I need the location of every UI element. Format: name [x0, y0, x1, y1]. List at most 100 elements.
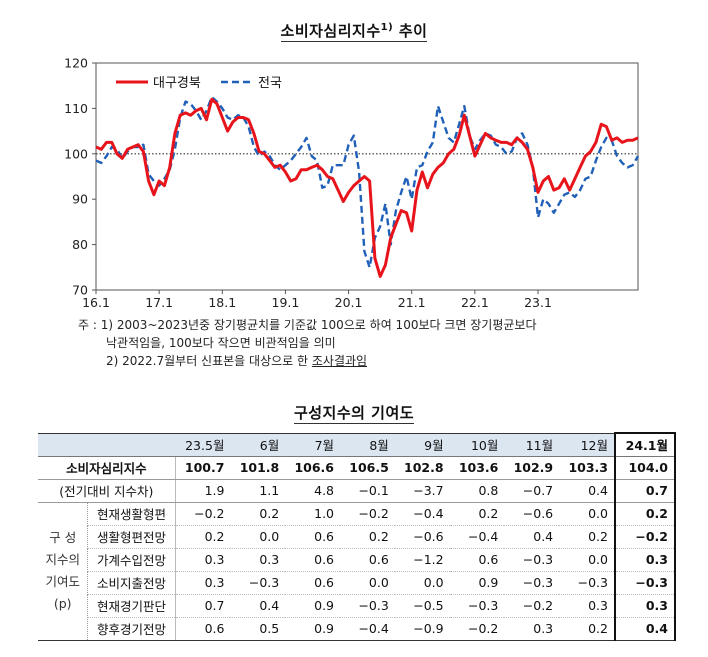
legend-label-daegu-gyeongbuk: 대구경북 [153, 76, 201, 91]
column-header: 6월 [230, 432, 286, 457]
table-cell: 0.6 [285, 571, 341, 595]
table-cell: 0.2 [340, 525, 395, 549]
y-tick-label: 70 [72, 283, 88, 298]
table-cell: 0.6 [285, 548, 341, 572]
contribution-table: 23.5월 6월 7월 8월 9월 10월 11월 12월 24.1월 소비자심리지수 100.7… [38, 432, 677, 641]
table-cell: 0.8 [449, 479, 505, 503]
table-cell: 0.0 [230, 525, 286, 549]
x-tick-label: 18.1 [208, 295, 236, 310]
y-tick-label: 90 [72, 192, 88, 207]
table-cell: 0.3 [504, 617, 560, 641]
table-cell: 0.2 [449, 502, 505, 526]
table-cell: 103.3 [559, 456, 615, 480]
table-cell: −0.5 [394, 594, 450, 618]
chart-title-suffix: 추이 [393, 22, 428, 40]
note-line-2: 낙관적임을, 100보다 작으면 비관적임을 의미 [106, 336, 336, 350]
table-cell: 0.9 [285, 594, 341, 618]
column-header: 8월 [340, 432, 395, 457]
table-row: 가계수입전망 0.3 0.3 0.6 0.6 −1.2 0.6 −0.3 0.0 0.3 [38, 548, 677, 572]
table-cell: 1.9 [175, 479, 231, 503]
column-header: 11월 [504, 432, 560, 457]
table-title-text: 구성지수의 기여도 [293, 404, 415, 424]
chart-notes: 주 : 1) 2003~2023년중 장기평균치를 기준값 100으로 하여 1… [78, 316, 537, 370]
line-chart: 70 80 90 100 110 120 16.1 17.1 18.1 19.1 20.1 21.1 2… [64, 56, 640, 310]
plot-frame [95, 62, 639, 291]
table-cell: 0.2 [613, 502, 677, 526]
table-row: 구 성 지수의 기여도 (p) 현재생활형편 −0.2 0.2 1.0 −0.2 −0.4 0.2−… [38, 502, 677, 641]
x-tick-label: 16.1 [82, 295, 110, 310]
x-tick-label: 23.1 [524, 295, 552, 310]
table-cell: 0.7 [613, 479, 677, 503]
x-tick-label: 21.1 [398, 295, 426, 310]
table-cell: 0.0 [394, 571, 450, 595]
table-cell: −0.2 [504, 594, 560, 618]
y-tick-label: 110 [64, 101, 88, 116]
column-header: 12월 [559, 432, 615, 457]
table-cell: 1.0 [285, 502, 341, 526]
group-label-line: 구 성 [49, 530, 77, 545]
table-cell: −0.6 [504, 502, 560, 526]
component-label: 생활형편전망 [87, 525, 176, 549]
component-label: 현재생활형편 [87, 502, 176, 526]
series-lines [95, 95, 640, 278]
y-tick-label: 100 [64, 146, 88, 161]
table-cell: −0.3 [230, 571, 286, 595]
table-cell: 0.6 [340, 548, 395, 572]
table-cell: 100.7 [175, 456, 231, 480]
row-label: 소비자심리지수 [38, 456, 176, 480]
table-cell: 102.8 [394, 456, 450, 480]
series-line-national [95, 95, 640, 269]
table-cell: 0.0 [559, 548, 615, 572]
table-cell: −0.9 [394, 617, 450, 641]
column-header: 24.1월 [613, 432, 677, 457]
table-row: 현재경기판단 0.7 0.4 0.9 −0.3 −0.5 −0.3 −0.2 0.3 0.3 [38, 594, 677, 618]
component-label: 향후경기전망 [87, 617, 176, 641]
table-cell: −0.3 [449, 594, 505, 618]
table-cell: 101.8 [230, 456, 286, 480]
y-tick-label: 120 [64, 56, 88, 71]
table-cell: 0.4 [613, 617, 677, 641]
table-cell: 102.9 [504, 456, 560, 480]
table-cell: −0.3 [340, 594, 395, 618]
table-cell: −0.6 [394, 525, 450, 549]
table-cell: 0.5 [230, 617, 286, 641]
series-line-daegu-gyeongbuk [95, 97, 639, 278]
group-label-line: (p) [53, 596, 72, 611]
note-line-3-underlined: 조사결과임 [311, 354, 368, 368]
table-title: 구성지수의 기여도 [0, 402, 708, 424]
table-cell: 0.2 [175, 525, 231, 549]
table-cell: −0.7 [504, 479, 560, 503]
table-cell: −0.3 [613, 571, 677, 595]
table-cell: 103.6 [449, 456, 505, 480]
table-cell: −0.4 [340, 617, 395, 641]
table-cell: 0.4 [230, 594, 286, 618]
column-header: 9월 [394, 432, 450, 457]
table-cell: 0.3 [559, 594, 615, 618]
table-cell: 0.4 [504, 525, 560, 549]
table-cell: −0.2 [449, 617, 505, 641]
component-label: 가계수입전망 [87, 548, 176, 572]
table-row: 소비지출전망 0.3 −0.3 0.6 0.0 0.0 0.9 −0.3 −0.3 −0.3 [38, 571, 677, 595]
legend-label-national: 전국 [258, 76, 282, 91]
x-tick-label: 19.1 [272, 295, 300, 310]
table-cell: −0.4 [394, 502, 450, 526]
table-cell: 0.9 [285, 617, 341, 641]
table-row: 생활형편전망 0.2 0.0 0.6 0.2 −0.6 −0.4 0.4 0.2 −0.2 [38, 525, 677, 549]
table-cell: 0.2 [230, 502, 286, 526]
table-cell: 104.0 [613, 456, 677, 480]
group-label-line: 기여도 [45, 574, 80, 589]
note-line-3: 2) 2022.7월부터 신표본을 대상으로 한 조사결과임 [78, 352, 537, 370]
table-cell: 0.4 [559, 479, 615, 503]
table-corner-cell [38, 432, 176, 457]
table-cell: 0.3 [175, 548, 231, 572]
column-header: 7월 [285, 432, 341, 457]
table-cell: 0.3 [175, 571, 231, 595]
change-row: (전기대비 지수차) 1.9 1.1 4.8 −0.1 −3.7 0.8 −0.7 0.4 0.7 [38, 479, 677, 503]
legend: 대구경북 전국 [116, 76, 282, 91]
chart-axes: 70 80 90 100 110 120 16.1 17.1 18.1 19.1 20.1 21.1 2… [64, 56, 639, 310]
chart-title-main: 소비자심리지수 [280, 22, 381, 40]
table-cell: 1.1 [230, 479, 286, 503]
table-cell: 0.2 [559, 525, 615, 549]
x-tick-label: 22.1 [461, 295, 489, 310]
x-tick-label: 20.1 [335, 295, 363, 310]
